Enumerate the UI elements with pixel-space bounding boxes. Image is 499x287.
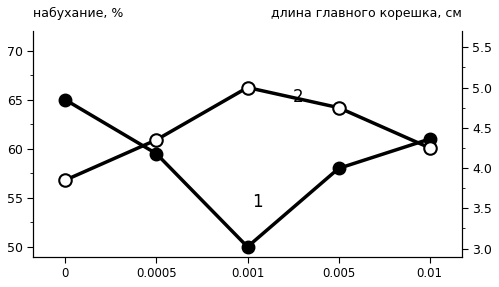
Text: 2: 2 xyxy=(293,88,304,106)
Text: длина главного корешка, см: длина главного корешка, см xyxy=(271,7,462,20)
Text: набухание, %: набухание, % xyxy=(33,7,124,20)
Text: 1: 1 xyxy=(252,193,262,211)
